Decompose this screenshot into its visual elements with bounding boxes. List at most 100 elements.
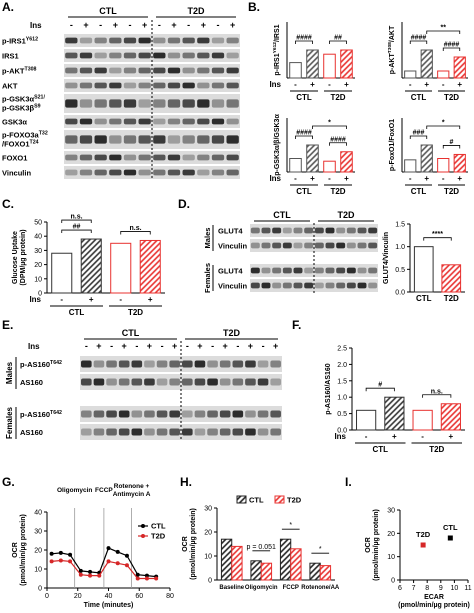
y-axis-label: p-AKTT308/AKT — [387, 25, 396, 74]
blot-band — [257, 428, 269, 436]
label-part: S9 — [34, 104, 41, 110]
blot-band — [81, 428, 92, 436]
blot-row-label: AS160 — [20, 378, 43, 387]
blot-band — [123, 52, 137, 59]
significance-bracket — [426, 125, 461, 129]
x-axis-label: Time (minutes) — [84, 602, 134, 609]
blot-band — [144, 378, 155, 386]
blot-band — [197, 99, 210, 108]
y-tick-label: 30 — [204, 506, 212, 513]
label-part: Glucose Uptake — [12, 231, 19, 284]
y-tick-label: 0.5 — [337, 411, 347, 418]
series-marker — [68, 552, 73, 557]
blot-band — [272, 267, 282, 274]
blot-band — [138, 52, 151, 59]
blot-band — [207, 360, 218, 368]
blot-band — [368, 267, 378, 274]
blot-band — [109, 135, 122, 144]
blot-band — [79, 67, 93, 74]
significance-bracket — [442, 47, 461, 51]
blot-strip — [250, 279, 378, 292]
bar — [110, 242, 132, 294]
series-marker — [78, 568, 83, 573]
label-part: AKT — [2, 82, 18, 91]
significance-label: p = 0.051 — [247, 544, 276, 551]
blot-band — [94, 118, 107, 125]
blot-band — [272, 227, 282, 234]
series-marker — [124, 553, 129, 558]
blot-band — [167, 37, 181, 44]
bar — [279, 538, 292, 581]
lane-sign: + — [248, 341, 253, 351]
label-part: (pmol/min/µg protein) — [373, 509, 380, 581]
x-tick-label: Oligomycin — [245, 585, 278, 591]
label-part: p-IRS1 — [274, 53, 281, 75]
blot-band — [169, 410, 180, 418]
panel-letter: E. — [2, 318, 13, 332]
group-label: T2D — [444, 93, 459, 102]
blot-band — [226, 99, 239, 108]
blot-band — [346, 227, 356, 234]
blot-band — [270, 428, 281, 436]
bar — [260, 562, 273, 581]
blot-band — [94, 52, 107, 59]
legend-marker — [141, 534, 145, 538]
blot-band — [325, 267, 335, 274]
blot-band — [368, 242, 378, 249]
lane-sign: - — [135, 341, 138, 351]
significance-bracket — [295, 135, 313, 139]
event-label: Oligomycin — [57, 487, 92, 494]
blot-band — [109, 169, 122, 176]
blot-band — [153, 52, 166, 59]
blot-band — [336, 242, 346, 249]
group-label: CTL — [411, 93, 427, 102]
bar — [51, 252, 73, 294]
y-tick-label: 1.5 — [337, 378, 347, 385]
blot-band — [153, 154, 166, 161]
y-tick-label: 0 — [38, 291, 42, 298]
significance-bracket — [329, 142, 347, 146]
group-label: T2D — [330, 187, 345, 196]
label-part: FOXO1 — [2, 154, 27, 163]
lane-sign: - — [129, 20, 132, 30]
blot-band — [357, 242, 367, 249]
label-part: p-AKT — [389, 53, 396, 75]
significance-bracket — [329, 40, 347, 44]
bar — [404, 70, 417, 79]
significance-bracket — [422, 394, 452, 398]
point-label: T2D — [416, 530, 431, 539]
label-part: p-AS160 — [20, 360, 50, 369]
label-part: (pmol/min/µg protein) — [190, 508, 197, 580]
y-tick-label: 10 — [34, 276, 42, 283]
bar — [309, 562, 321, 581]
blot-band — [109, 118, 122, 125]
y-tick-label: 1.0 — [395, 244, 405, 251]
y-tick-label: 0.5 — [395, 267, 405, 274]
y-tick-label: 30 — [34, 248, 42, 255]
blot-band — [194, 378, 206, 386]
series-marker — [58, 550, 63, 555]
label-part: Vinculin — [2, 169, 31, 178]
bar — [412, 409, 433, 431]
blot-band — [226, 82, 239, 89]
blot-band — [156, 378, 168, 386]
blot-band — [131, 360, 143, 368]
significance-bracket — [295, 40, 313, 44]
bar — [323, 53, 336, 79]
label-part: p-FOXO3a — [2, 131, 40, 140]
point — [420, 542, 426, 548]
blot-band — [93, 410, 105, 418]
blot-band — [138, 169, 151, 176]
blot-band — [197, 118, 210, 125]
y-axis-label: OCR — [12, 542, 19, 558]
x-tick-label: - — [421, 432, 424, 441]
significance-bracket — [409, 135, 428, 139]
blot-band — [325, 242, 335, 249]
blot-band — [93, 428, 105, 436]
blot-band — [197, 169, 210, 176]
blot-band — [65, 118, 78, 125]
y-axis-label: (DPM/µg protein) — [20, 229, 27, 285]
significance-label: #### — [296, 35, 312, 42]
blot-strip — [250, 239, 378, 252]
